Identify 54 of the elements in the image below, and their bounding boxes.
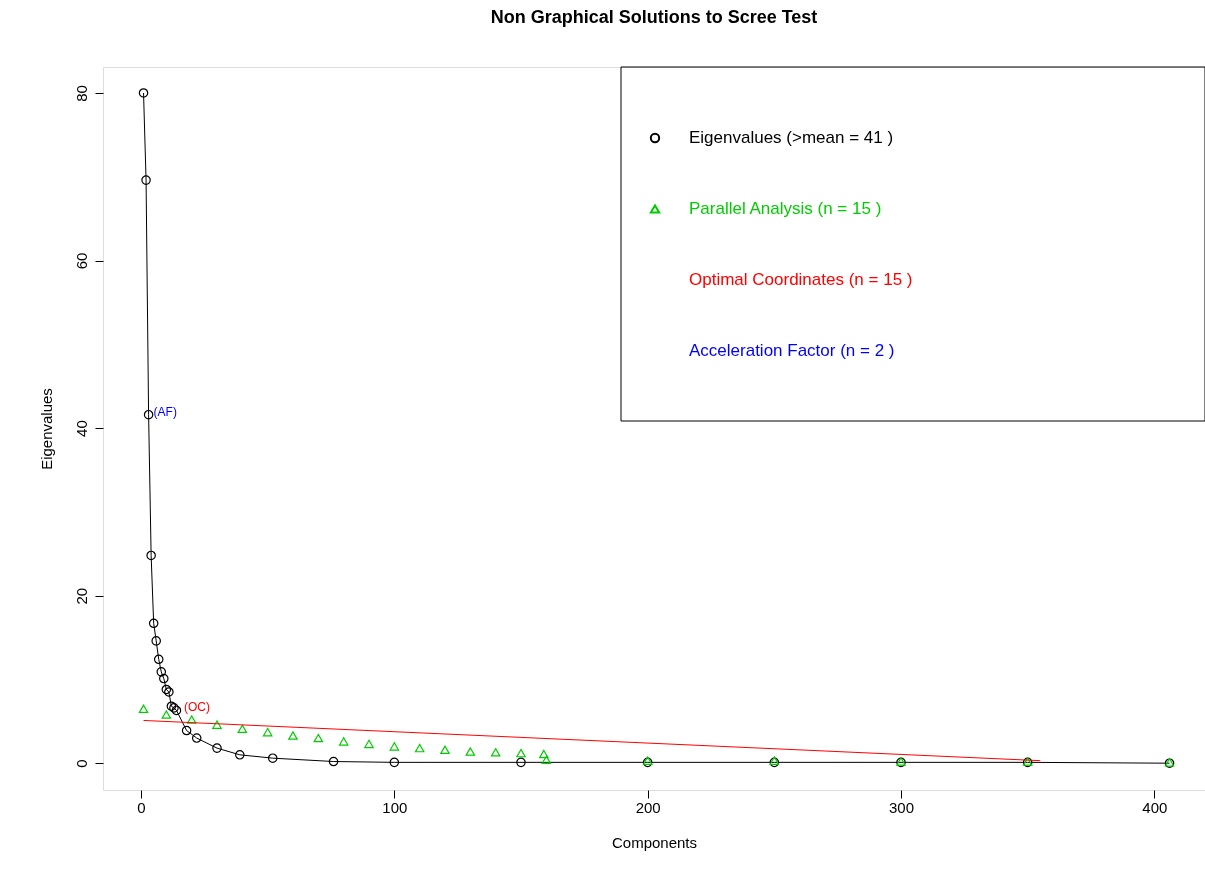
annotation: Acceleration Factor (n = 2 ) — [689, 341, 895, 360]
point — [141, 175, 151, 185]
annotation: (AF) — [153, 404, 177, 419]
point — [490, 748, 501, 757]
legend-label: Eigenvalues (>mean = 41 ) — [689, 128, 894, 147]
point — [143, 409, 154, 420]
point — [389, 742, 400, 751]
y-tick-label: 80 — [72, 85, 90, 102]
point — [153, 654, 164, 665]
point — [138, 704, 149, 713]
x-tick-label: 0 — [137, 798, 146, 816]
x-axis-title: Components — [611, 833, 698, 851]
point — [148, 618, 159, 629]
x-tick-label: 200 — [635, 798, 661, 816]
point — [389, 757, 400, 768]
point — [516, 757, 526, 768]
point — [313, 733, 324, 743]
point — [364, 739, 374, 749]
point — [146, 550, 156, 561]
text: Optimal Coordinates (n = 15 ) — [689, 270, 913, 289]
point — [235, 750, 245, 760]
y-tick-label: 20 — [72, 587, 90, 605]
point — [181, 725, 192, 736]
y-axis-title: Eigenvalues — [37, 388, 55, 470]
x-tick-label: 300 — [888, 798, 915, 816]
x-tick-label: 100 — [382, 798, 408, 816]
point — [414, 743, 425, 753]
point — [267, 753, 278, 763]
point — [151, 636, 161, 646]
point — [212, 743, 222, 753]
point — [465, 747, 476, 756]
legend-label: Parallel Analysis (n = 15 ) — [689, 199, 882, 218]
point — [237, 724, 248, 734]
point — [440, 745, 450, 755]
point — [186, 715, 197, 724]
point — [191, 733, 202, 743]
point — [338, 737, 349, 746]
y-tick-label: 40 — [72, 420, 90, 437]
point — [159, 673, 169, 684]
chart-title: Non Graphical Solutions to Scree Test — [490, 6, 818, 27]
point — [156, 667, 167, 677]
point — [539, 749, 549, 759]
point — [262, 727, 273, 737]
annotation: (OC) — [184, 700, 210, 715]
point — [212, 720, 222, 729]
point — [328, 756, 339, 767]
y-tick-label: 0 — [72, 759, 90, 768]
point — [541, 755, 552, 765]
x-tick-label: 400 — [1142, 798, 1168, 816]
point — [161, 710, 172, 719]
y-tick-label: 60 — [72, 252, 90, 270]
point — [516, 748, 526, 758]
point — [138, 88, 149, 98]
point — [288, 731, 298, 740]
